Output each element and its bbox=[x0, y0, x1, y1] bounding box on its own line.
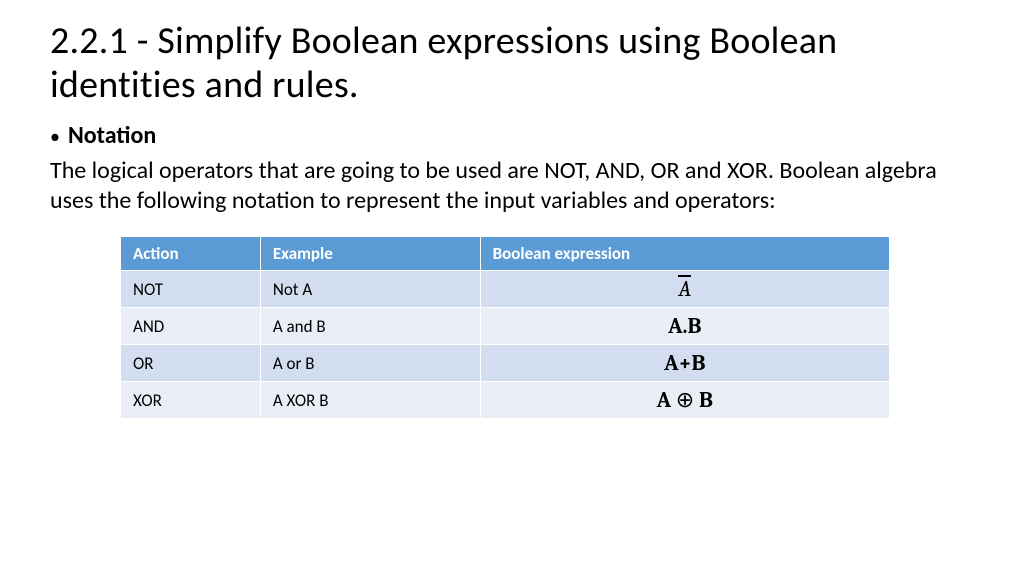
cell-example: Not A bbox=[260, 271, 480, 308]
cell-example: A and B bbox=[260, 308, 480, 345]
table-row: NOT Not A A bbox=[121, 271, 890, 308]
th-action: Action bbox=[121, 237, 261, 271]
table-row: XOR A XOR B A ⊕ B bbox=[121, 382, 890, 419]
cell-example: A XOR B bbox=[260, 382, 480, 419]
xor-icon: ⊕ bbox=[676, 387, 694, 413]
bullet-heading: Notation bbox=[68, 121, 156, 150]
th-example: Example bbox=[260, 237, 480, 271]
cell-example: A or B bbox=[260, 345, 480, 382]
notation-table: Action Example Boolean expression NOT No… bbox=[120, 236, 890, 419]
table-row: AND A and B A.B bbox=[121, 308, 890, 345]
slide: 2.2.1 - Simplify Boolean expressions usi… bbox=[0, 0, 1024, 576]
th-expression: Boolean expression bbox=[480, 237, 889, 271]
body-paragraph: The logical operators that are going to … bbox=[50, 156, 974, 216]
table-row: OR A or B A+B bbox=[121, 345, 890, 382]
slide-title: 2.2.1 - Simplify Boolean expressions usi… bbox=[50, 20, 974, 107]
cell-action: OR bbox=[121, 345, 261, 382]
cell-expression: A bbox=[480, 271, 889, 308]
expr-not-a: A bbox=[678, 276, 691, 302]
bullet-marker: • bbox=[50, 127, 60, 147]
cell-action: XOR bbox=[121, 382, 261, 419]
cell-expression: A.B bbox=[480, 308, 889, 345]
cell-expression: A+B bbox=[480, 345, 889, 382]
bullet-item: • Notation bbox=[50, 121, 974, 150]
cell-expression: A ⊕ B bbox=[480, 382, 889, 419]
table-header-row: Action Example Boolean expression bbox=[121, 237, 890, 271]
cell-action: NOT bbox=[121, 271, 261, 308]
cell-action: AND bbox=[121, 308, 261, 345]
